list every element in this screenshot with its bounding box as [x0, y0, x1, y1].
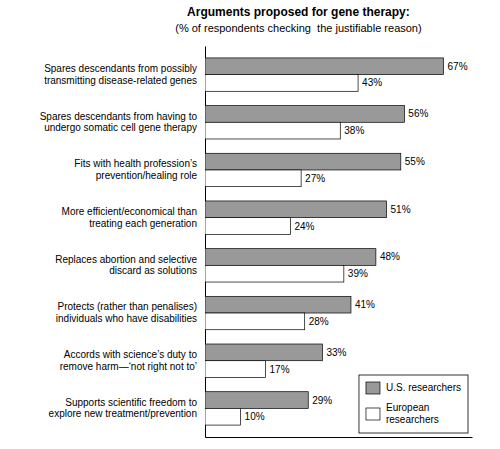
category-label-line: Protects (rather than penalises) — [57, 301, 197, 312]
bar — [205, 392, 308, 409]
data-label: 67% — [448, 61, 468, 72]
legend-label-line: U.S. researchers — [386, 382, 461, 393]
category-label-line: Fits with health profession’s — [74, 158, 197, 169]
data-label: 41% — [355, 299, 375, 310]
bar — [205, 265, 344, 282]
bar — [205, 408, 241, 425]
y-tick: Replaces abortion and selectivediscard a… — [55, 254, 205, 276]
legend-label: Europeanresearchers — [386, 402, 439, 425]
category-label-line: transmitting disease-related genes — [44, 75, 197, 86]
data-label: 33% — [326, 347, 346, 358]
category-label-line: explore new treatment/prevention — [49, 408, 197, 419]
category-label-line: prevention/healing role — [96, 170, 198, 181]
category-label-line: More efficient/economical than — [62, 206, 197, 217]
data-label: 10% — [245, 411, 265, 422]
bar — [205, 170, 301, 187]
category-label-line: Supports scientific freedom to — [65, 397, 197, 408]
category-label-line: Replaces abortion and selective — [55, 254, 197, 265]
y-tick: Fits with health profession’sprevention/… — [74, 158, 205, 181]
data-label: 56% — [408, 108, 428, 119]
legend-label-line: European — [386, 402, 429, 413]
y-axis-line — [205, 47, 206, 438]
bar — [205, 361, 266, 378]
data-label: 28% — [309, 316, 329, 327]
category-label-line: undergo somatic cell gene therapy — [44, 122, 197, 133]
bar — [205, 344, 322, 361]
y-tick: Spares descendants from having toundergo… — [40, 111, 205, 133]
bar — [205, 313, 305, 330]
data-labels: 67% 56% 55% 51% 48% 41% 33% 29% 43% 38% 27% 24% 39% 2… — [245, 61, 468, 422]
category-label: Spares descendants from having toundergo… — [40, 111, 198, 133]
data-label: 43% — [362, 77, 382, 88]
chart: Spares descendants from possiblytransmit… — [0, 0, 500, 449]
bar — [205, 58, 444, 75]
legend-label: U.S. researchers — [386, 382, 461, 393]
bar — [205, 122, 340, 139]
category-label: Replaces abortion and selectivediscard a… — [55, 254, 197, 276]
data-label: 24% — [294, 221, 314, 232]
legend-label-line: researchers — [386, 414, 439, 425]
legend-frame — [359, 375, 468, 433]
data-label: 51% — [391, 204, 411, 215]
data-label: 27% — [305, 173, 325, 184]
bar — [205, 75, 358, 92]
data-label: 39% — [348, 268, 368, 279]
category-label-line: individuals who have disabilities — [56, 313, 197, 324]
data-label: 38% — [344, 125, 364, 136]
category-label-line: Accords with science’s duty to — [64, 349, 198, 360]
legend: U.S. researchers Europeanresearchers — [359, 375, 468, 433]
legend-item: Europeanresearchers — [366, 402, 439, 425]
y-tick: Spares descendants from possiblytransmit… — [44, 63, 205, 85]
data-label: 17% — [270, 364, 290, 375]
bars — [205, 58, 444, 425]
data-label: 48% — [380, 251, 400, 262]
category-label: Supports scientific freedom toexplore ne… — [49, 397, 198, 420]
category-label: Protects (rather than penalises)individu… — [56, 301, 197, 324]
y-tick: More efficient/economical thantreating e… — [62, 206, 205, 229]
bar — [205, 153, 401, 170]
category-label: Fits with health profession’sprevention/… — [74, 158, 197, 181]
bar — [205, 218, 290, 235]
category-label-line: discard as solutions — [109, 265, 197, 276]
category-label-line: remove harm—‘not right not to’ — [60, 361, 197, 372]
bar — [205, 201, 387, 218]
category-label: Spares descendants from possiblytransmit… — [44, 63, 197, 85]
data-label: 55% — [405, 156, 425, 167]
category-label-line: Spares descendants from having to — [40, 111, 198, 122]
y-tick: Supports scientific freedom toexplore ne… — [49, 397, 205, 420]
plot: Spares descendants from possiblytransmit… — [40, 47, 473, 438]
y-tick: Protects (rather than penalises)individu… — [56, 301, 205, 324]
titles: Arguments proposed for gene therapy: (% o… — [175, 5, 421, 34]
y-axis: Spares descendants from possiblytransmit… — [40, 47, 206, 438]
data-label: 29% — [312, 395, 332, 406]
category-label: Accords with science’s duty toremove har… — [60, 349, 198, 372]
bar — [205, 249, 376, 266]
category-label: More efficient/economical thantreating e… — [62, 206, 197, 229]
category-label-line: Spares descendants from possibly — [44, 63, 197, 74]
x-axis — [206, 437, 473, 438]
bar — [205, 296, 351, 313]
bar — [205, 106, 404, 123]
legend-swatch — [366, 408, 380, 420]
title: Arguments proposed for gene therapy: — [187, 5, 410, 19]
category-label-line: treating each generation — [89, 218, 197, 229]
y-tick: Accords with science’s duty toremove har… — [60, 349, 205, 372]
subtitle: (% of respondents checking the justifiab… — [175, 22, 421, 34]
legend-item: U.S. researchers — [366, 382, 461, 395]
x-axis-line — [206, 437, 473, 438]
legend-swatch — [366, 382, 380, 394]
